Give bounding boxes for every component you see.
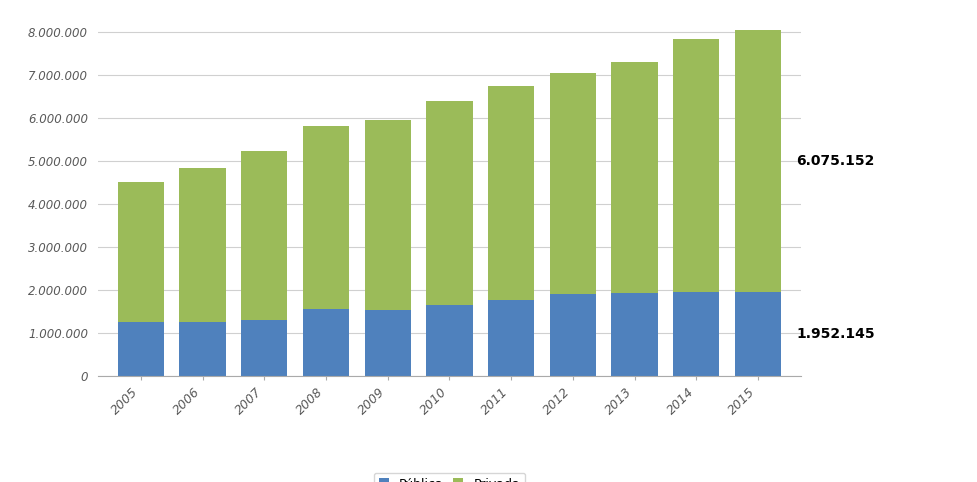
Bar bbox=[364, 120, 411, 310]
Bar bbox=[550, 295, 596, 376]
Bar bbox=[303, 309, 349, 376]
Bar bbox=[118, 182, 164, 322]
Bar bbox=[488, 300, 534, 376]
Bar bbox=[180, 322, 226, 376]
Bar bbox=[612, 62, 658, 293]
Bar bbox=[673, 39, 719, 292]
Bar bbox=[550, 73, 596, 295]
Bar bbox=[241, 151, 287, 320]
Bar bbox=[180, 168, 226, 322]
Bar bbox=[612, 293, 658, 376]
Bar bbox=[426, 101, 473, 305]
Bar bbox=[673, 292, 719, 376]
Bar bbox=[364, 310, 411, 376]
Bar bbox=[118, 322, 164, 376]
Bar bbox=[426, 305, 473, 376]
Bar bbox=[735, 30, 781, 292]
Bar bbox=[488, 86, 534, 300]
Bar bbox=[303, 126, 349, 309]
Text: 1.952.145: 1.952.145 bbox=[796, 327, 875, 341]
Bar bbox=[241, 320, 287, 376]
Legend: Pública, Privada: Pública, Privada bbox=[373, 472, 526, 482]
Text: 6.075.152: 6.075.152 bbox=[796, 154, 874, 168]
Bar bbox=[735, 292, 781, 376]
